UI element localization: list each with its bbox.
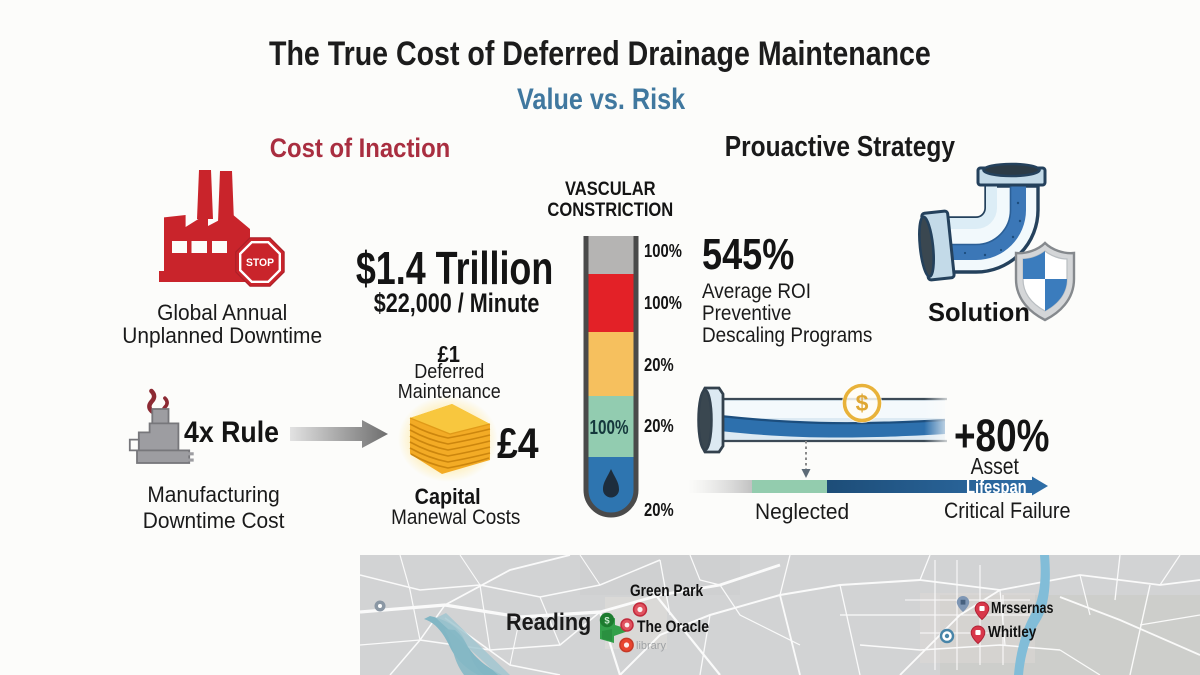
svg-text:STOP: STOP xyxy=(246,257,274,269)
svg-text:library: library xyxy=(636,640,666,652)
svg-text:$: $ xyxy=(856,390,869,416)
svg-text:100%: 100% xyxy=(590,417,629,439)
svg-text:$: $ xyxy=(604,616,610,627)
